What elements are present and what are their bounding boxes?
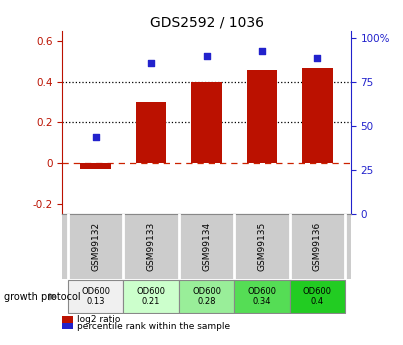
- Point: [204, 53, 210, 59]
- Bar: [123, 280, 179, 313]
- Point: [259, 48, 265, 53]
- Bar: [302, 68, 332, 163]
- Bar: [136, 102, 166, 163]
- Text: GSM99135: GSM99135: [258, 222, 266, 271]
- Text: log2 ratio: log2 ratio: [77, 315, 120, 324]
- Text: growth protocol: growth protocol: [4, 292, 81, 302]
- Bar: [62, 323, 73, 329]
- Text: percentile rank within the sample: percentile rank within the sample: [77, 322, 230, 331]
- Text: GSM99133: GSM99133: [147, 222, 156, 271]
- Bar: [179, 280, 234, 313]
- Text: OD600
0.28: OD600 0.28: [192, 287, 221, 306]
- Bar: [191, 82, 222, 163]
- Text: GSM99134: GSM99134: [202, 222, 211, 271]
- Point: [93, 134, 99, 139]
- Text: OD600
0.21: OD600 0.21: [137, 287, 166, 306]
- Title: GDS2592 / 1036: GDS2592 / 1036: [150, 16, 264, 30]
- Text: OD600
0.4: OD600 0.4: [303, 287, 332, 306]
- Bar: [68, 280, 123, 313]
- Text: OD600
0.13: OD600 0.13: [81, 287, 110, 306]
- Bar: [62, 316, 73, 323]
- Bar: [81, 163, 111, 169]
- Bar: [234, 280, 290, 313]
- Point: [314, 55, 321, 60]
- Bar: [290, 280, 345, 313]
- Text: GSM99132: GSM99132: [91, 222, 100, 271]
- Point: [148, 60, 154, 66]
- Text: GSM99136: GSM99136: [313, 222, 322, 271]
- Bar: [247, 70, 277, 163]
- Text: OD600
0.34: OD600 0.34: [247, 287, 276, 306]
